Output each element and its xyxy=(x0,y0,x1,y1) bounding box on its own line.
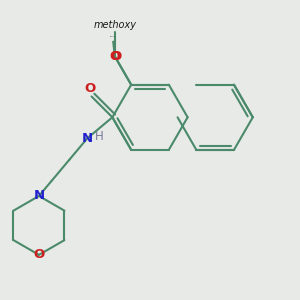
Text: N: N xyxy=(82,132,93,145)
Text: O: O xyxy=(84,82,95,95)
Text: O: O xyxy=(33,248,45,261)
Text: methoxy: methoxy xyxy=(110,36,116,38)
Text: N: N xyxy=(33,190,44,202)
Text: O: O xyxy=(111,50,122,63)
Text: O: O xyxy=(110,50,120,63)
Text: methoxy: methoxy xyxy=(93,20,136,30)
Text: H: H xyxy=(95,130,104,143)
